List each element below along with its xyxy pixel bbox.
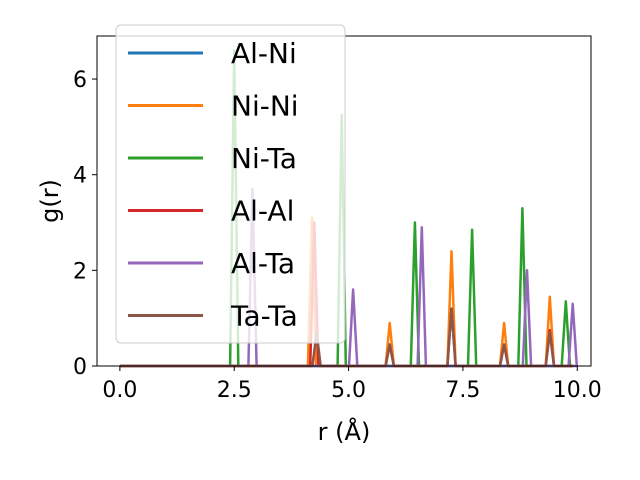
x-tick-label: 10.0 — [553, 378, 602, 403]
y-tick-label: 6 — [73, 68, 87, 93]
y-tick-label: 0 — [73, 355, 87, 380]
y-tick-label: 2 — [73, 259, 87, 284]
x-tick-label: 0.0 — [102, 378, 137, 403]
legend-label: Ta-Ta — [230, 300, 298, 333]
y-tick-label: 4 — [73, 164, 87, 189]
x-tick-label: 5.0 — [331, 378, 366, 403]
series-line-ta-ta — [119, 307, 573, 368]
legend: Al-Ni Ni-Ni Ni-Ta Al-Al Al-Ta Ta-Ta — [115, 24, 346, 344]
x-tick-label: 2.5 — [217, 378, 252, 403]
x-tick-label: 7.5 — [445, 378, 480, 403]
legend-label: Ni-Ni — [231, 90, 299, 123]
legend-label: Ni-Ta — [231, 142, 297, 175]
x-axis-label: r (Å) — [318, 417, 371, 446]
y-axis: 0 2 4 6 — [73, 68, 97, 380]
legend-label: Al-Al — [231, 195, 294, 228]
legend-box — [115, 24, 346, 344]
y-axis-label: g(r) — [36, 179, 64, 223]
legend-label: Al-Ta — [231, 247, 295, 280]
x-axis: 0.0 2.5 5.0 7.5 10.0 — [102, 366, 602, 403]
legend-label: Al-Ni — [231, 37, 297, 70]
